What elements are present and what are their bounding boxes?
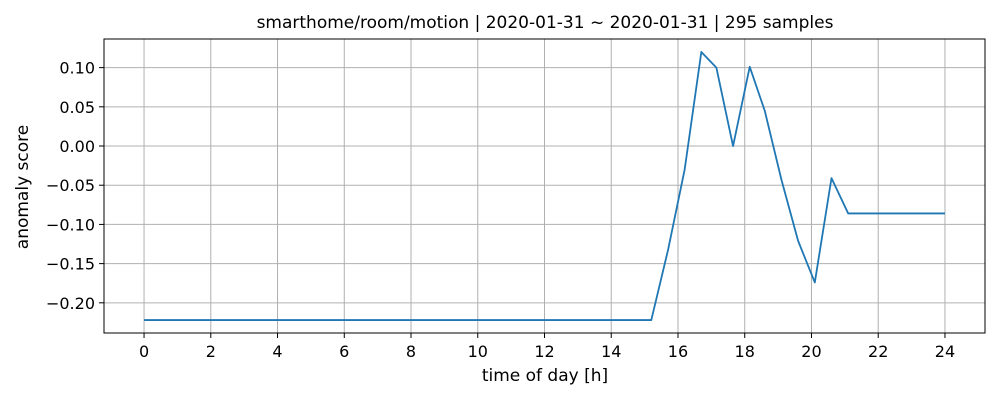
y-tick-label: 0.10 [59, 59, 95, 78]
y-axis-label: anomaly score [13, 125, 33, 249]
x-tick-label: 10 [468, 342, 488, 361]
chart-title: smarthome/room/motion | 2020-01-31 ~ 202… [257, 13, 834, 33]
y-tick-label: 0.00 [59, 137, 95, 156]
x-axis-label: time of day [h] [482, 366, 608, 386]
x-tick-label: 8 [406, 342, 416, 361]
x-tick-label: 20 [801, 342, 821, 361]
x-tick-label: 12 [534, 342, 554, 361]
series-line [144, 51, 945, 321]
y-tick-label: −0.10 [46, 215, 95, 234]
x-tick-label: 24 [935, 342, 955, 361]
y-tick-label: 0.05 [59, 98, 95, 117]
x-tick-label: 22 [868, 342, 888, 361]
y-tick-label: −0.20 [46, 294, 95, 313]
x-tick-label: 2 [206, 342, 216, 361]
x-tick-label: 14 [601, 342, 621, 361]
x-tick-label: 18 [735, 342, 755, 361]
x-tick-label: 6 [339, 342, 349, 361]
x-tick-label: 16 [668, 342, 688, 361]
axis-ticks: 0 2 4 6 8 10 12 14 16 18 20 22 240.100.050.00−0.05−0… [46, 59, 955, 361]
x-tick-label: 4 [272, 342, 282, 361]
y-tick-label: −0.05 [46, 176, 95, 195]
series-layer [144, 51, 945, 321]
y-tick-label: −0.15 [46, 255, 95, 274]
x-tick-label: 0 [139, 342, 149, 361]
grid-lines [104, 39, 985, 333]
